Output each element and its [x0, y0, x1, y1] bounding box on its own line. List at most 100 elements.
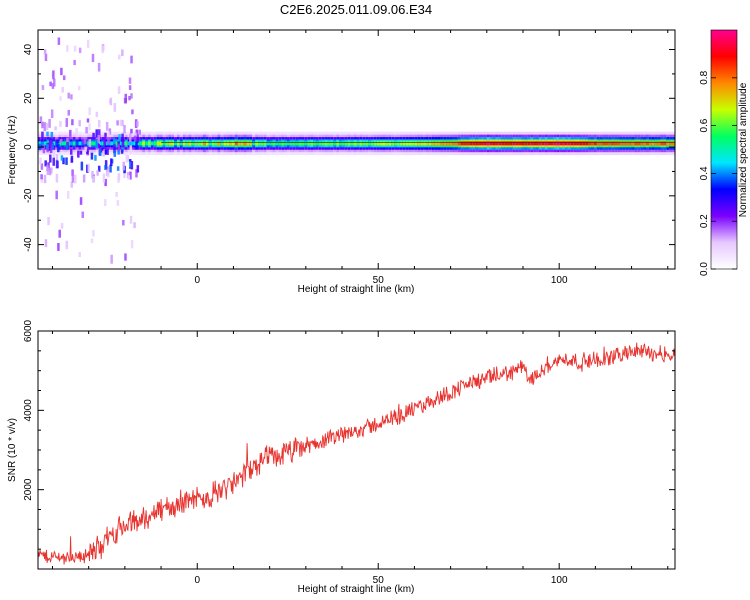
spectrogram-noise	[122, 219, 125, 226]
spectrogram-noise	[90, 238, 94, 244]
spectrogram-noise	[116, 200, 120, 206]
spectrogram-noise	[84, 139, 87, 144]
spectrogram-cell	[263, 141, 268, 146]
spectrogram-noise	[125, 154, 128, 163]
spectrogram-cell	[110, 141, 114, 146]
spectrogram-cell	[562, 141, 566, 146]
spectrogram-cell	[675, 135, 678, 153]
spectrogram-noise	[85, 126, 88, 134]
spectrogram-cell	[310, 141, 314, 146]
spectrogram-cell	[573, 141, 578, 146]
spectrogram-cell	[258, 141, 262, 146]
spectrogram-cell	[101, 141, 106, 146]
spectrogram-noise	[73, 59, 76, 66]
spectrogram-cell	[72, 141, 77, 146]
spectrogram-cell	[142, 141, 146, 146]
spectrogram-cell	[359, 141, 363, 146]
spectrogram-cell	[512, 141, 517, 146]
spectrogram-cell	[119, 141, 123, 146]
spectrogram-cell	[176, 141, 181, 146]
spectrogram-cell	[394, 141, 398, 146]
spectrogram-cell	[420, 141, 424, 146]
spectrogram-noise	[126, 172, 130, 179]
spectrogram-noise	[128, 95, 131, 101]
snr-marks	[38, 342, 675, 565]
spectrogram-cell	[460, 141, 465, 146]
spectrogram-noise	[39, 116, 43, 123]
spectrogram-cell	[507, 141, 511, 146]
spectrogram-noise	[88, 107, 91, 116]
spectrogram-cell	[124, 141, 129, 146]
spectrogram-cell	[145, 141, 149, 146]
spectrogram-cell	[527, 141, 531, 146]
spectrogram-noise	[95, 140, 99, 149]
spectrogram-cell	[255, 141, 259, 146]
spectrogram-cell	[669, 141, 673, 146]
spectrogram-cell	[675, 137, 678, 150]
spectrogram-cell	[591, 141, 595, 146]
spectrogram-noise	[75, 128, 78, 136]
spectrogram-noise	[56, 160, 59, 169]
spectrogram-noise	[117, 141, 120, 146]
spectrogram-noise	[135, 129, 139, 137]
spectrogram-cell	[651, 141, 656, 146]
spectrogram-noise	[59, 138, 63, 144]
spectrogram-cell	[292, 141, 297, 146]
spectrogram-noise	[88, 123, 91, 131]
spectrogram-noise	[78, 120, 81, 127]
y-tick-label: 40	[23, 44, 34, 56]
spectrogram-noise	[129, 161, 132, 168]
spectrogram-cell	[269, 141, 274, 146]
spectrogram-noise	[121, 143, 124, 153]
spectrogram-noise	[55, 190, 58, 200]
spectrogram-cell	[203, 141, 207, 146]
spectrogram-cell	[509, 141, 514, 146]
spectrogram-noise	[103, 136, 106, 146]
spectrogram-cell	[654, 141, 659, 146]
spectrogram-cell	[675, 140, 678, 148]
spectrogram-cell	[443, 141, 447, 146]
spectrogram-cell	[576, 141, 581, 146]
spectrogram-marks	[38, 37, 678, 264]
spectrogram-cell	[596, 141, 601, 146]
spectrogram-noise	[121, 119, 124, 127]
spectrogram-noise	[118, 134, 121, 142]
spectrogram-noise	[109, 97, 113, 106]
spectrogram-noise	[133, 135, 137, 142]
spectrogram-noise	[46, 131, 49, 137]
spectrogram-cell	[614, 141, 618, 146]
spectrogram-noise	[65, 118, 68, 127]
spectrogram-noise	[86, 118, 90, 123]
spectrogram-noise	[107, 137, 110, 145]
spectrogram-cell	[324, 141, 329, 146]
spectrogram-cell	[593, 141, 598, 146]
colorbar-gradient	[710, 29, 738, 270]
spectrogram-cell	[90, 141, 94, 146]
spectrogram-cell	[150, 141, 155, 146]
spectrogram-noise	[66, 190, 70, 199]
spectrogram-noise	[40, 178, 44, 183]
spectrogram-noise	[104, 199, 107, 207]
spectrogram-cell	[179, 141, 184, 146]
spectrogram-cell	[191, 141, 195, 146]
spectrogram-cell	[434, 141, 439, 146]
colorbar-tick-label: 0.8	[699, 70, 710, 84]
spectrogram-cell	[226, 141, 230, 146]
spectrogram-noise	[128, 85, 132, 90]
spectrogram-cell	[437, 141, 442, 146]
spectrogram-noise	[117, 176, 120, 183]
spectrogram-noise	[53, 78, 56, 87]
spectrogram-cell	[431, 141, 436, 146]
spectrogram-noise	[123, 169, 126, 179]
spectrogram-cell	[344, 141, 349, 146]
colorbar-label: Normalized spectral amplitude	[738, 82, 749, 217]
spectrogram-cell	[281, 141, 285, 146]
spectrogram-noise	[43, 49, 47, 55]
spectrogram-noise	[59, 96, 62, 101]
spectrogram-cell	[353, 141, 358, 146]
spectrogram-noise	[49, 154, 52, 163]
spectrogram-noise	[136, 165, 140, 173]
spectrogram-cell	[249, 141, 253, 146]
spectrogram-cell	[148, 141, 152, 146]
spectrogram-cell	[52, 141, 56, 146]
